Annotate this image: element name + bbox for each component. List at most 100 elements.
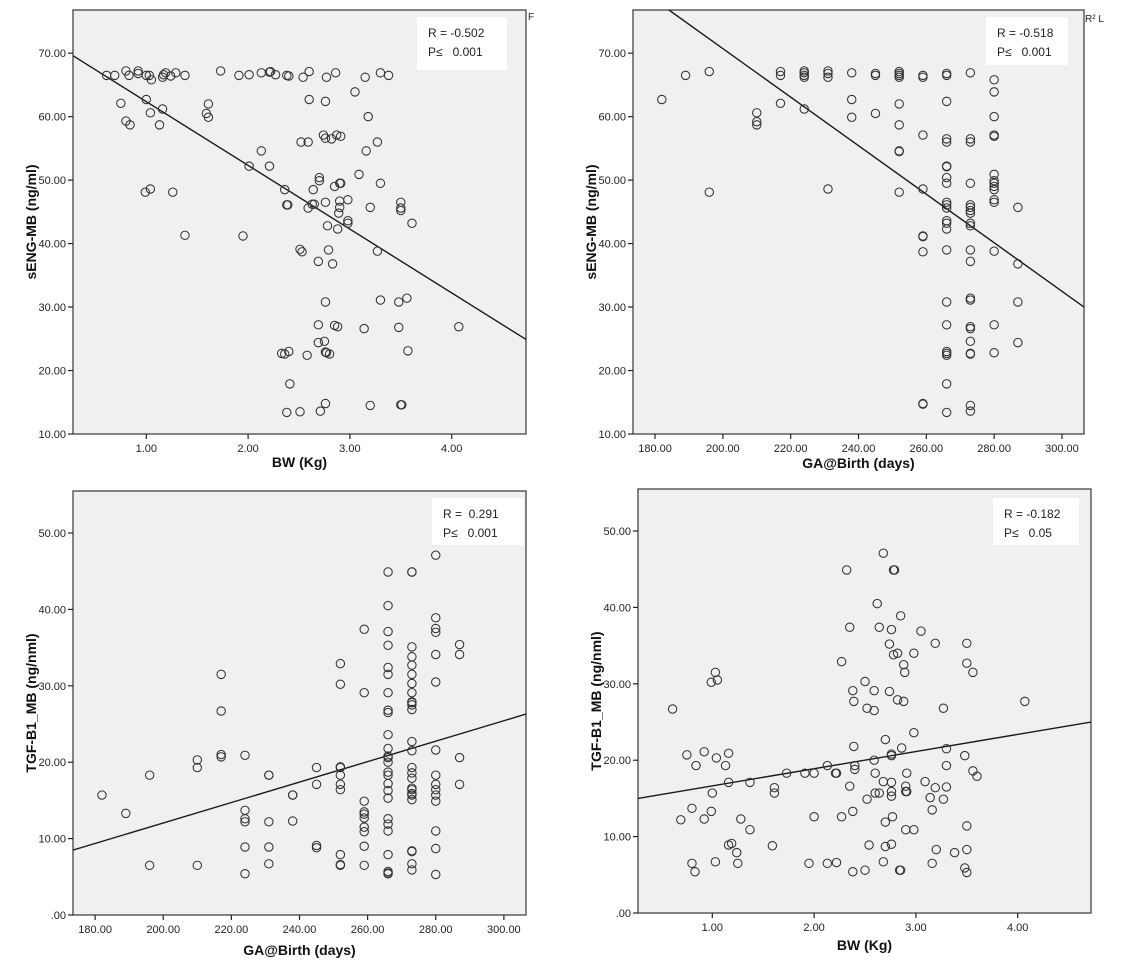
- data-point: [667, 704, 678, 714]
- data-point: [823, 72, 833, 83]
- x-tick-label: 2.00: [803, 922, 824, 934]
- data-point: [431, 627, 441, 638]
- data-point: [383, 814, 393, 824]
- data-point: [968, 667, 978, 678]
- data-point: [745, 825, 755, 835]
- data-point: [869, 705, 879, 716]
- x-tick-label: 3.00: [905, 922, 926, 934]
- data-point: [886, 786, 897, 797]
- p-value: P≤ 0.001: [997, 45, 1052, 59]
- x-tick-label: 1.00: [136, 443, 157, 455]
- data-point: [775, 98, 786, 109]
- data-point: [691, 760, 701, 771]
- data-point: [880, 841, 891, 852]
- data-point: [280, 184, 290, 195]
- data-point: [145, 108, 156, 118]
- data-point: [284, 71, 294, 81]
- data-point: [336, 178, 346, 189]
- data-point: [699, 747, 709, 757]
- data-point: [431, 826, 441, 836]
- data-point: [313, 337, 324, 348]
- chart-panel-tgf-vs-ga: .00 10.00 20.00 30.00 40.00 50.00 180.00 200.00…: [23, 490, 527, 958]
- data-point: [264, 859, 274, 869]
- data-point: [383, 687, 393, 698]
- data-point: [407, 700, 417, 710]
- data-point: [925, 792, 935, 803]
- data-point: [315, 406, 326, 416]
- data-point: [800, 768, 810, 778]
- x-axis-label: GA@Birth (days): [802, 455, 914, 471]
- data-point: [894, 146, 904, 157]
- data-point: [407, 669, 417, 680]
- data-point: [383, 819, 393, 829]
- data-point: [941, 744, 952, 754]
- data-point: [359, 860, 369, 871]
- data-point: [710, 857, 721, 867]
- data-point: [676, 815, 686, 825]
- data-point: [846, 68, 857, 78]
- data-point: [336, 131, 346, 142]
- data-point: [330, 68, 341, 78]
- data-point: [870, 108, 881, 119]
- data-point: [431, 613, 441, 623]
- data-point: [240, 814, 250, 824]
- data-point: [822, 760, 833, 771]
- data-point: [869, 755, 879, 765]
- data-point: [965, 323, 976, 334]
- data-point: [960, 863, 970, 873]
- x-tick-label: 240.00: [283, 924, 317, 936]
- data-point: [823, 68, 833, 79]
- data-point: [941, 178, 952, 189]
- data-point: [895, 865, 906, 875]
- correlation-r: R = -0.182: [1004, 507, 1061, 521]
- data-point: [941, 96, 952, 107]
- y-tick-label: 60.00: [598, 112, 626, 124]
- data-point: [407, 784, 417, 795]
- data-point: [383, 669, 393, 680]
- y-tick-label: 40.00: [38, 239, 66, 251]
- data-point: [383, 707, 393, 718]
- data-point: [431, 745, 441, 755]
- data-point: [892, 648, 903, 658]
- data-point: [203, 99, 214, 109]
- data-point: [383, 757, 393, 767]
- data-point: [941, 297, 952, 307]
- stats-box: [432, 498, 524, 545]
- data-point: [313, 256, 324, 267]
- data-point: [918, 399, 928, 409]
- y-tick-label: 70.00: [598, 48, 626, 60]
- data-point: [311, 843, 322, 853]
- data-point: [941, 197, 952, 208]
- y-axis-label: TGF-B1_MB (ng/nml): [23, 633, 39, 772]
- data-point: [216, 752, 226, 762]
- data-point: [989, 75, 999, 85]
- data-point: [699, 814, 709, 824]
- data-point: [965, 336, 976, 347]
- data-point: [886, 624, 897, 635]
- data-point: [160, 68, 171, 78]
- data-point: [1020, 696, 1030, 707]
- data-point: [365, 400, 375, 411]
- data-point: [124, 70, 134, 81]
- x-tick-label: 260.00: [909, 443, 943, 455]
- data-point: [284, 346, 294, 357]
- data-point: [687, 858, 697, 869]
- data-point: [1013, 297, 1023, 307]
- data-point: [887, 812, 898, 822]
- data-point: [930, 638, 940, 649]
- data-point: [909, 825, 919, 835]
- data-point: [283, 200, 293, 210]
- x-tick-label: 180.00: [638, 443, 672, 455]
- data-point: [965, 68, 976, 78]
- data-point: [989, 131, 999, 142]
- data-point: [930, 782, 940, 793]
- stats-box: [417, 17, 507, 70]
- data-point: [334, 202, 345, 213]
- x-tick-label: 4.00: [1007, 922, 1028, 934]
- y-axis-label: TGF-B1_MB (ng/nml): [588, 631, 604, 770]
- data-point: [431, 796, 441, 806]
- data-point: [682, 750, 692, 760]
- data-point: [781, 768, 792, 778]
- data-point: [941, 200, 952, 210]
- data-point: [407, 762, 417, 773]
